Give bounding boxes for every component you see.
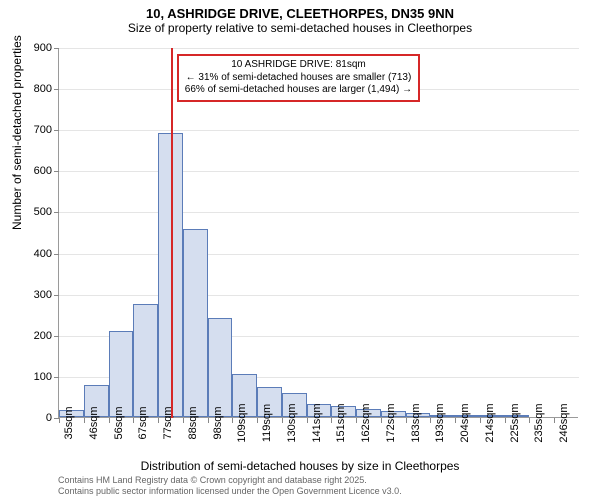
xtick-mark [232, 418, 233, 423]
chart-container: 010020030040050060070080090035sqm46sqm56… [58, 48, 578, 418]
xtick-label: 214sqm [484, 403, 496, 442]
ytick-label: 0 [12, 412, 52, 424]
xtick-mark [307, 418, 308, 423]
xtick-label: 183sqm [410, 403, 422, 442]
reference-line [171, 48, 173, 418]
xtick-mark [183, 418, 184, 423]
xtick-label: 235sqm [533, 403, 545, 442]
xtick-label: 246sqm [558, 403, 570, 442]
footer-line1: Contains HM Land Registry data © Crown c… [58, 475, 402, 486]
ytick-label: 100 [12, 371, 52, 383]
xtick-mark [554, 418, 555, 423]
xtick-label: 46sqm [88, 406, 100, 439]
annotation-line1: 10 ASHRIDGE DRIVE: 81sqm [185, 59, 412, 72]
ytick-label: 800 [12, 83, 52, 95]
annotation-box: 10 ASHRIDGE DRIVE: 81sqm← 31% of semi-de… [177, 54, 420, 102]
xtick-label: 151sqm [335, 403, 347, 442]
xtick-label: 109sqm [236, 403, 248, 442]
xtick-mark [158, 418, 159, 423]
footer-attribution: Contains HM Land Registry data © Crown c… [58, 475, 402, 497]
ytick-mark [54, 212, 59, 213]
chart-title: 10, ASHRIDGE DRIVE, CLEETHORPES, DN35 9N… [0, 0, 600, 21]
chart-subtitle: Size of property relative to semi-detach… [0, 21, 600, 39]
xtick-label: 119sqm [261, 404, 273, 442]
histogram-bar [183, 229, 208, 417]
histogram-bar [109, 331, 134, 417]
xtick-mark [133, 418, 134, 423]
ytick-mark [54, 377, 59, 378]
xtick-mark [208, 418, 209, 423]
ytick-label: 400 [12, 248, 52, 260]
xtick-mark [109, 418, 110, 423]
gridline [59, 212, 579, 213]
xtick-label: 98sqm [212, 406, 224, 439]
gridline [59, 171, 579, 172]
xtick-label: 225sqm [509, 403, 521, 442]
xtick-label: 141sqm [311, 403, 323, 442]
histogram-bar [133, 304, 158, 417]
xtick-label: 204sqm [459, 403, 471, 442]
ytick-label: 300 [12, 289, 52, 301]
ytick-mark [54, 295, 59, 296]
xtick-label: 88sqm [187, 406, 199, 439]
xtick-mark [282, 418, 283, 423]
x-axis-label: Distribution of semi-detached houses by … [0, 459, 600, 473]
xtick-mark [84, 418, 85, 423]
ytick-mark [54, 89, 59, 90]
gridline [59, 254, 579, 255]
annotation-line3: 66% of semi-detached houses are larger (… [185, 84, 412, 97]
ytick-mark [54, 130, 59, 131]
xtick-label: 67sqm [137, 406, 149, 439]
ytick-label: 700 [12, 124, 52, 136]
xtick-mark [529, 418, 530, 423]
plot-area: 010020030040050060070080090035sqm46sqm56… [58, 48, 578, 418]
xtick-mark [455, 418, 456, 423]
annotation-line2: ← 31% of semi-detached houses are smalle… [185, 72, 412, 85]
xtick-mark [480, 418, 481, 423]
xtick-label: 162sqm [360, 403, 372, 442]
ytick-mark [54, 254, 59, 255]
xtick-mark [406, 418, 407, 423]
ytick-label: 200 [12, 330, 52, 342]
gridline [59, 130, 579, 131]
ytick-label: 600 [12, 165, 52, 177]
gridline [59, 48, 579, 49]
xtick-mark [505, 418, 506, 423]
xtick-mark [381, 418, 382, 423]
ytick-mark [54, 48, 59, 49]
histogram-bar [208, 318, 233, 417]
ytick-label: 900 [12, 42, 52, 54]
xtick-label: 56sqm [113, 406, 125, 439]
footer-line2: Contains public sector information licen… [58, 486, 402, 497]
ytick-mark [54, 171, 59, 172]
xtick-label: 193sqm [434, 403, 446, 442]
xtick-mark [356, 418, 357, 423]
xtick-mark [331, 418, 332, 423]
xtick-mark [257, 418, 258, 423]
xtick-mark [430, 418, 431, 423]
ytick-mark [54, 336, 59, 337]
xtick-label: 172sqm [385, 403, 397, 442]
xtick-mark [59, 418, 60, 423]
ytick-label: 500 [12, 206, 52, 218]
xtick-label: 35sqm [63, 406, 75, 439]
xtick-label: 130sqm [286, 403, 298, 442]
gridline [59, 295, 579, 296]
